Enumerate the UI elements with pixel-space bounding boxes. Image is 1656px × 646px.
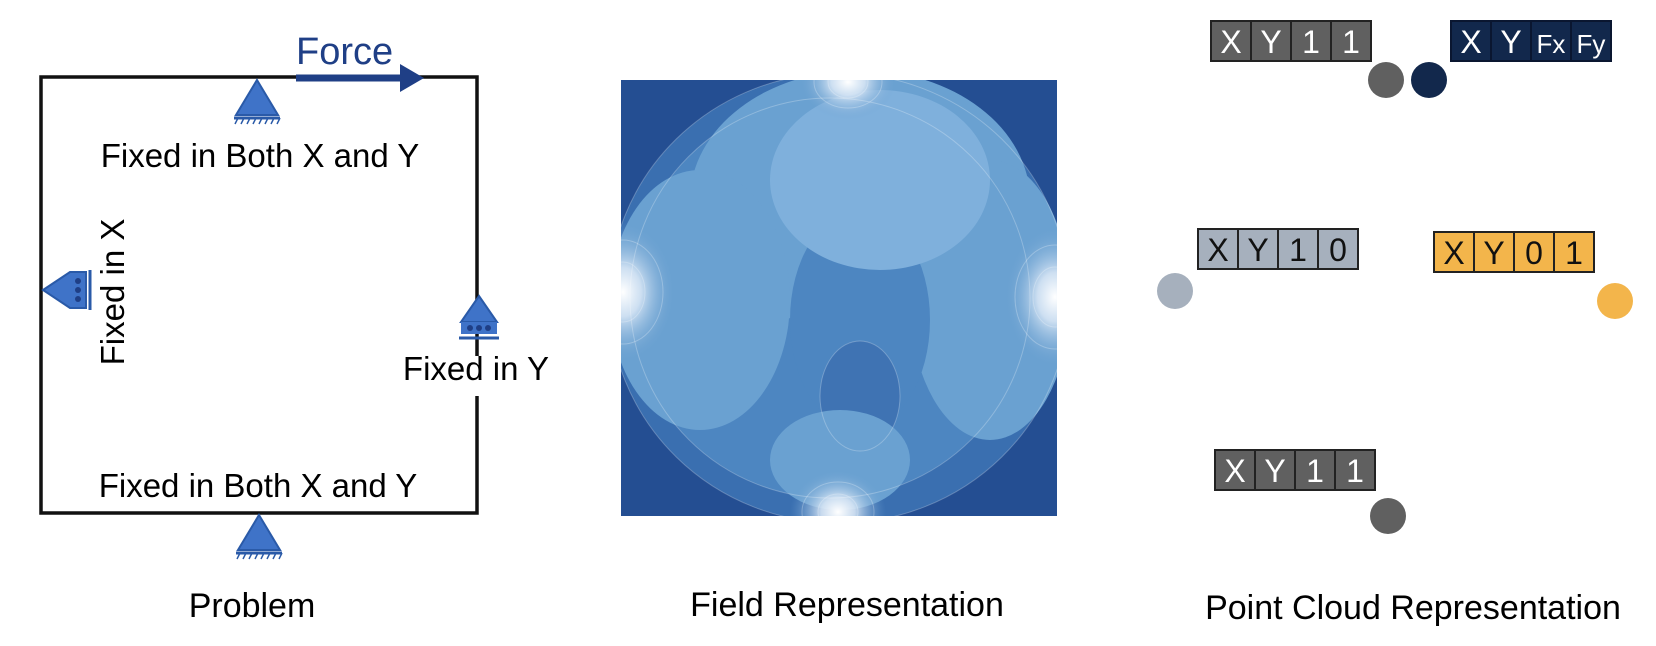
point-top-left (1368, 62, 1404, 98)
tuple-cell: 1 (1342, 24, 1360, 60)
domain-frame (39, 75, 479, 515)
point-bottom (1370, 498, 1406, 534)
point-top-right (1411, 62, 1447, 98)
point-cloud-panel: X Y 1 1 X Y Fx Fy (1157, 20, 1633, 627)
roller-support-right-icon (459, 294, 499, 340)
tuple-cell: Y (1264, 453, 1285, 489)
tuple-cell: 1 (1306, 453, 1324, 489)
field-panel: Field Representation (621, 80, 1057, 624)
force-label: Force (296, 31, 393, 73)
tuple-cell: Y (1483, 235, 1504, 271)
tuple-top-right: X Y Fx Fy (1450, 20, 1612, 62)
tuple-cell: 1 (1565, 235, 1583, 271)
problem-panel: Force Fixed in Both X and Y Fixe (39, 31, 549, 625)
tuple-cell: Fy (1577, 29, 1606, 59)
point-mid-right (1597, 283, 1633, 319)
tuple-cell: 1 (1302, 24, 1320, 60)
point-mid-left (1157, 273, 1193, 309)
tuple-mid-left: X Y 1 0 (1197, 228, 1359, 270)
tuple-cell: Fx (1537, 29, 1566, 59)
field-caption: Field Representation (690, 586, 1004, 624)
fixed-right-label: Fixed in Y (403, 350, 549, 387)
force-arrow-icon (296, 64, 424, 92)
pin-support-bottom-icon (236, 513, 283, 560)
field-contour-plot (621, 80, 1057, 516)
tuple-cell: 0 (1525, 235, 1543, 271)
tuple-cell: X (1460, 24, 1481, 60)
tuple-cell: Y (1500, 24, 1521, 60)
tuple-cell: 0 (1329, 232, 1347, 268)
tuple-cell: 1 (1289, 232, 1307, 268)
tuple-cell: X (1220, 24, 1241, 60)
tuple-cell: Y (1260, 24, 1281, 60)
tuple-cell: Y (1247, 232, 1268, 268)
problem-caption: Problem (189, 587, 316, 625)
point-cloud-caption: Point Cloud Representation (1205, 589, 1621, 627)
tuple-cell: X (1443, 235, 1464, 271)
tuple-cell: X (1207, 232, 1228, 268)
fixed-bottom-label: Fixed in Both X and Y (99, 467, 418, 504)
tuple-top-left: X Y 1 1 (1210, 20, 1372, 62)
tuple-mid-right: X Y 0 1 (1433, 231, 1595, 273)
tuple-bottom: X Y 1 1 (1214, 449, 1376, 491)
fixed-left-label: Fixed in X (94, 219, 131, 366)
pin-support-top-icon (234, 78, 281, 125)
tuple-cell: 1 (1346, 453, 1364, 489)
fixed-top-label: Fixed in Both X and Y (101, 137, 420, 174)
roller-support-left-icon (41, 270, 92, 310)
tuple-cell: X (1224, 453, 1245, 489)
